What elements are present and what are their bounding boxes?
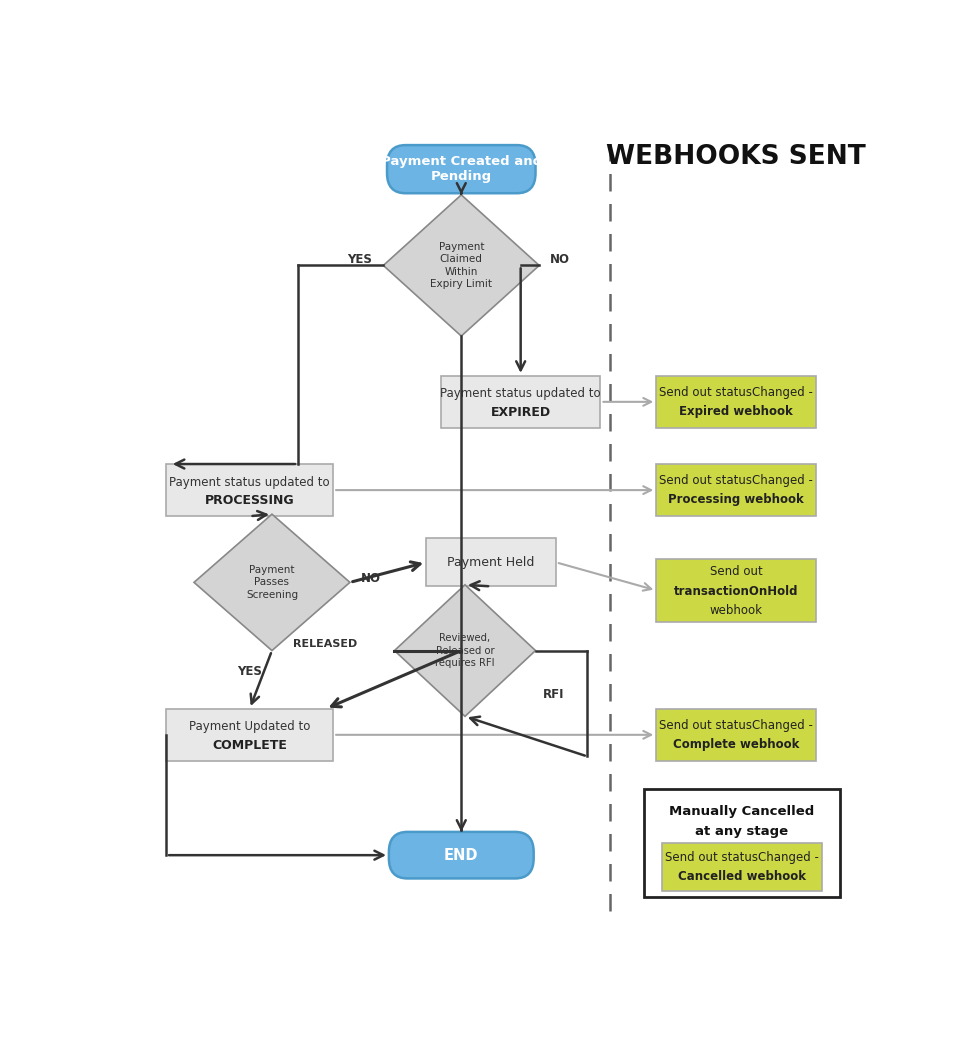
Text: Reviewed,
Released or
requires RFI: Reviewed, Released or requires RFI	[435, 634, 494, 668]
Bar	[166, 709, 333, 761]
Text: Payment Held: Payment Held	[447, 555, 535, 569]
Text: END: END	[444, 848, 479, 863]
Text: Send out statusChanged -: Send out statusChanged -	[659, 386, 813, 399]
Text: Cancelled webhook: Cancelled webhook	[678, 870, 806, 884]
Text: Payment
Claimed
Within
Expiry Limit: Payment Claimed Within Expiry Limit	[430, 242, 492, 289]
FancyBboxPatch shape	[389, 832, 534, 878]
Polygon shape	[395, 585, 536, 716]
Text: RFI: RFI	[543, 688, 564, 701]
Text: COMPLETE: COMPLETE	[213, 739, 287, 751]
Polygon shape	[194, 514, 350, 650]
Bar	[656, 560, 816, 622]
Text: Payment Updated to: Payment Updated to	[189, 720, 310, 734]
Bar	[644, 789, 840, 897]
Bar	[662, 843, 822, 891]
Text: Payment status updated to: Payment status updated to	[170, 475, 330, 489]
Text: webhook: webhook	[710, 604, 763, 617]
Text: NO: NO	[361, 572, 381, 585]
Text: NO: NO	[550, 252, 570, 266]
Bar	[656, 376, 816, 428]
Text: EXPIRED: EXPIRED	[490, 405, 551, 419]
Text: RELEASED: RELEASED	[293, 639, 357, 649]
Bar	[426, 539, 556, 587]
Text: YES: YES	[348, 252, 372, 266]
Text: Complete webhook: Complete webhook	[673, 738, 799, 751]
Bar	[656, 709, 816, 761]
Text: at any stage: at any stage	[696, 824, 788, 838]
Text: transactionOnHold: transactionOnHold	[673, 585, 798, 598]
Text: Processing webhook: Processing webhook	[668, 493, 804, 506]
Polygon shape	[383, 195, 539, 337]
Text: Expired webhook: Expired webhook	[679, 405, 793, 418]
FancyBboxPatch shape	[387, 145, 536, 193]
Bar	[656, 464, 816, 516]
Text: YES: YES	[238, 665, 262, 678]
Text: Send out statusChanged -: Send out statusChanged -	[659, 474, 813, 487]
Bar	[166, 464, 333, 516]
Text: Payment
Passes
Screening: Payment Passes Screening	[246, 565, 298, 600]
Text: Manually Cancelled: Manually Cancelled	[670, 804, 814, 818]
Text: PROCESSING: PROCESSING	[205, 494, 294, 507]
Text: Payment status updated to: Payment status updated to	[441, 388, 601, 400]
Bar	[441, 376, 601, 428]
Text: Send out: Send out	[710, 566, 763, 578]
Text: Payment Created and
Pending: Payment Created and Pending	[380, 155, 542, 183]
Text: Send out statusChanged -: Send out statusChanged -	[659, 719, 813, 731]
Text: WEBHOOKS SENT: WEBHOOKS SENT	[606, 144, 866, 170]
Text: Send out statusChanged -: Send out statusChanged -	[665, 851, 819, 864]
